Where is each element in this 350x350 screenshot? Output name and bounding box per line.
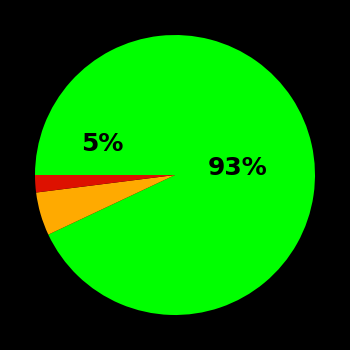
Wedge shape	[35, 35, 315, 315]
Text: 5%: 5%	[81, 132, 124, 156]
Wedge shape	[36, 175, 175, 234]
Wedge shape	[35, 175, 175, 192]
Text: 93%: 93%	[208, 156, 268, 180]
